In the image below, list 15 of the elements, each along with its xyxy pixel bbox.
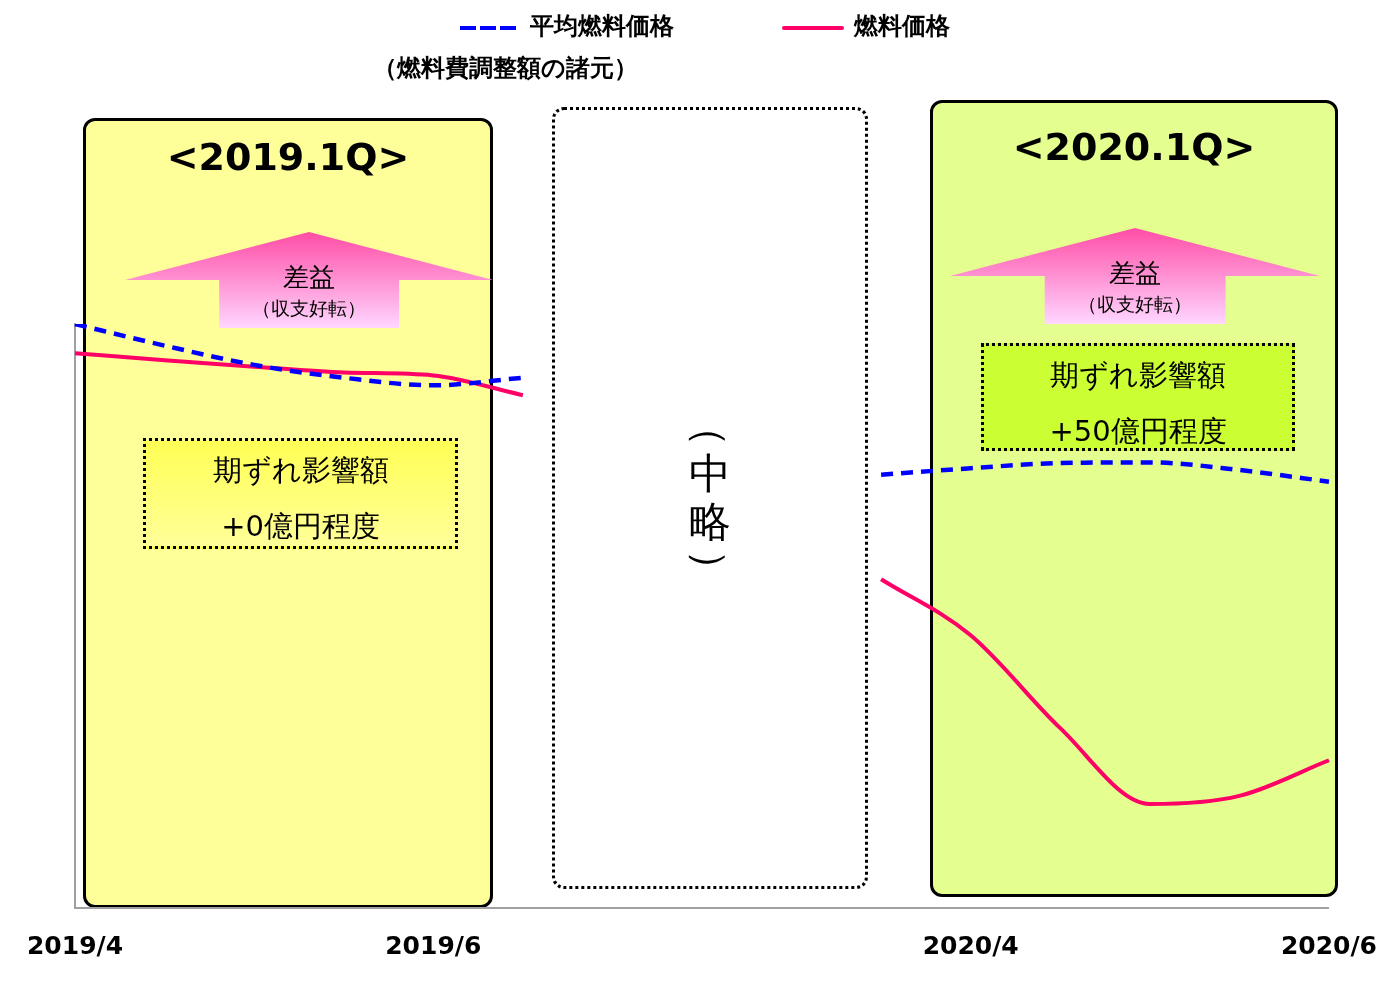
note-box: 期ずれ影響額 +50億円程度 [981, 343, 1295, 451]
x-tick-label: 2020/6 [1280, 930, 1377, 960]
legend-label: 燃料価格 [853, 12, 951, 41]
annotation: +50億円程度 [1048, 413, 1228, 450]
annotation: 期ずれ影響額 [211, 452, 390, 489]
x-tick-label: 2019/6 [385, 930, 482, 960]
note-box: 期ずれ影響額 +0億円程度 [143, 438, 458, 549]
annotation: 期ずれ影響額 [1049, 357, 1227, 394]
x-tick-label: 2020/4 [922, 930, 1019, 960]
annotation: （中略） [686, 405, 735, 591]
annotation: +0億円程度 [220, 508, 381, 545]
text: （燃料費調整額の諸元） [373, 53, 638, 84]
legend-label: 平均燃料価格 [529, 12, 675, 41]
x-tick-label: 2019/4 [26, 930, 124, 960]
panel-box: （中略） [552, 107, 868, 889]
